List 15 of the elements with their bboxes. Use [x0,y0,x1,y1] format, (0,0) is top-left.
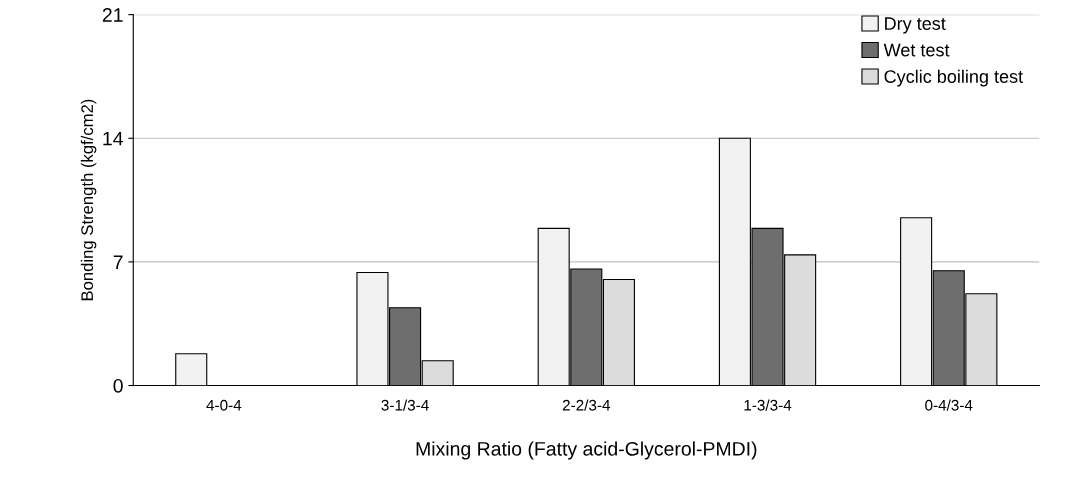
y-axis-title: Bonding Strength (kgf/cm2) [80,99,97,301]
x-tick-label: 3-1/3-4 [381,399,429,411]
y-tick-label: 21 [102,8,123,22]
y-tick-label: 7 [113,255,123,269]
x-tick-label: 2-2/3-4 [562,399,611,411]
x-axis-title: Mixing Ratio (Fatty acid-Glycerol-PMDI) [416,441,757,460]
bar [175,353,208,386]
x-tick-label: 4-0-4 [206,399,242,411]
x-tick-label: 1-3/3-4 [744,399,792,411]
legend-label: Wet test [883,43,950,57]
x-tick-label: 0-4/3-4 [925,399,973,411]
y-tick-label: 14 [103,131,123,146]
y-tick-label: 0 [113,378,123,393]
legend-label: Dry test [885,17,946,34]
legend-label: Cyclic boiling test [884,69,1023,87]
